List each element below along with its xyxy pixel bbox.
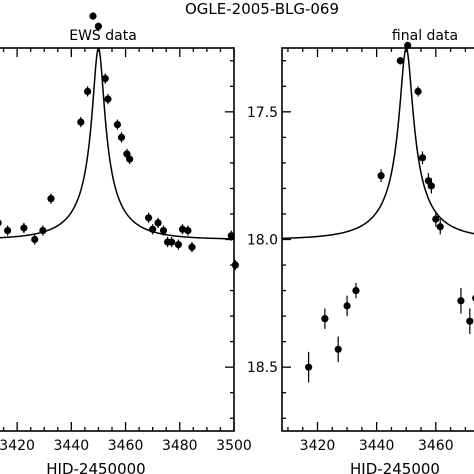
final-data-point [343,302,351,310]
ews-data-point [145,214,153,222]
ews-data-point [94,22,103,30]
figure-title: OGLE-2005-BLG-069 [185,0,339,18]
ews-data-point [178,225,187,233]
ews-x-tick-label: 3420 [0,438,35,454]
final-data-point [436,223,444,231]
ews-x-tick-label: 3440 [54,438,90,454]
final-panel: final data 3420 3440 3460 17.5 18.0 18.5 HJD-… [247,28,474,474]
final-data-point [377,172,385,180]
final-data-point [404,41,412,50]
final-x-tick-label: 3420 [300,438,336,454]
ews-panel: EWS data 3420 3440 3460 3480 3500 HJD-245000… [0,12,252,474]
ews-panel-title: EWS data [69,28,137,44]
ews-data-point [0,219,2,226]
final-data-point [352,286,360,295]
ews-data-point [31,235,39,244]
ews-data-point [184,226,192,235]
final-data-point [414,87,422,96]
final-data-point [418,154,427,162]
ews-model-curve [0,46,235,240]
final-x-axis-label: HJD-245000 [350,460,440,474]
ews-data-point [117,133,126,141]
final-data-point [466,317,474,325]
final-y-tick-label: 18.5 [247,360,278,376]
ews-data-point [168,238,176,246]
ews-data-point [227,232,235,240]
ews-data-point [154,219,162,227]
ews-data-point [104,95,112,103]
final-data-point [432,215,440,223]
final-y-tick-label: 18.0 [247,233,278,249]
final-plot-frame [281,47,474,432]
final-data-point [457,297,465,305]
ews-data-point [174,241,183,249]
final-data-point [396,57,404,65]
ews-data-point [113,121,122,129]
ews-data-point [47,195,55,203]
ews-data-point [159,226,168,235]
ews-x-tick-label: 3460 [108,438,144,454]
ews-x-axis-label: HJD-2450000 [46,460,145,474]
ews-data-point [231,261,239,269]
ews-data-point [84,87,92,96]
final-marks: 3420 3440 3460 17.5 18.0 18.5 [247,41,474,454]
ews-data-point [126,155,134,163]
ews-x-tick-label: 3480 [162,438,198,454]
ews-data-point [188,243,196,251]
ews-data-point [149,225,157,233]
final-panel-title: final data [392,28,458,44]
final-data-point [321,315,329,323]
ews-data-point [4,226,12,235]
final-y-tick-label: 17.5 [247,105,278,121]
final-data-point [334,345,342,353]
final-x-tick-label: 3460 [418,438,454,454]
ews-x-tick-label: 3500 [216,438,252,454]
ews-data-point [77,118,85,126]
final-model-curve [281,47,474,240]
final-data-point [305,363,313,371]
ews-data-point [20,224,28,232]
ews-data-point [89,12,97,20]
ews-data-point [39,226,47,235]
ews-marks: 3420 3440 3460 3480 3500 [0,12,252,454]
ews-data-point [101,75,109,83]
final-data-point [427,182,435,190]
final-x-tick-label: 3440 [359,438,395,454]
